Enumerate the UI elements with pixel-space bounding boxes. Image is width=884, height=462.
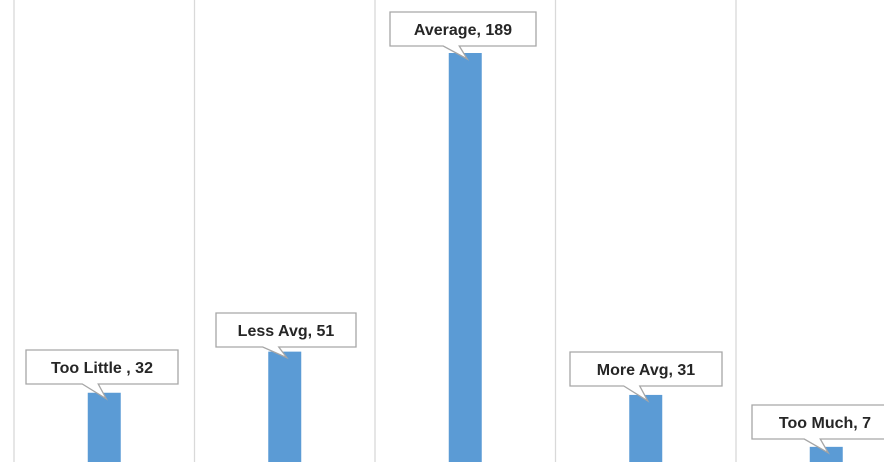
data-label: Too Much, 7 xyxy=(779,415,871,432)
bar-too-much xyxy=(809,446,843,462)
bar-more-avg xyxy=(629,394,663,462)
gridlines xyxy=(13,0,737,462)
bar-series xyxy=(87,53,843,462)
data-label-callout xyxy=(25,349,179,401)
data-label-callout xyxy=(215,312,357,360)
data-label: Less Avg, 51 xyxy=(238,323,335,340)
data-label-callout xyxy=(389,11,537,61)
data-label-callouts: Too Little , 32 Less Avg, 51 Average, 189 M… xyxy=(25,11,884,455)
bar-less-avg xyxy=(268,351,302,462)
bar-average xyxy=(448,53,482,462)
data-label: More Avg, 31 xyxy=(597,362,696,379)
data-label: Average, 189 xyxy=(414,22,512,39)
data-label-callout xyxy=(569,351,723,403)
bar-too-little xyxy=(87,392,121,462)
data-label: Too Little , 32 xyxy=(51,360,153,377)
data-label-callout xyxy=(751,404,884,455)
